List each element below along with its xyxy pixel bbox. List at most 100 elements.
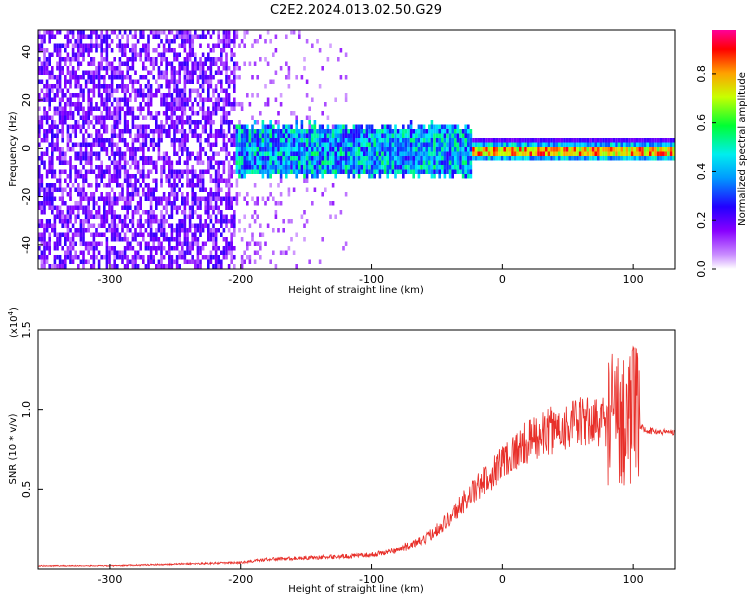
heatmap-cell: [383, 160, 387, 165]
heatmap-cell: [295, 232, 298, 237]
heatmap-cell: [116, 250, 119, 255]
heatmap-cell: [118, 147, 122, 152]
heatmap-cell: [90, 210, 93, 215]
heatmap-cell: [558, 138, 561, 143]
spectrogram-x-ticks: -300 -200 -100 0 100: [97, 264, 644, 286]
heatmap-cell: [110, 79, 114, 84]
heatmap-cell: [272, 133, 275, 138]
heatmap-cell: [100, 57, 103, 62]
heatmap-cell: [610, 151, 613, 156]
heatmap-cell: [313, 138, 317, 143]
heatmap-cell: [311, 138, 314, 143]
heatmap-cell: [48, 169, 51, 174]
heatmap-cell: [48, 246, 51, 251]
heatmap-cell: [74, 133, 77, 138]
heatmap-cell: [225, 39, 228, 44]
heatmap-cell: [38, 34, 41, 39]
heatmap-cell: [196, 160, 200, 165]
heatmap-cell: [147, 255, 150, 260]
heatmap-cell: [69, 61, 72, 66]
heatmap-cell: [256, 138, 259, 143]
heatmap-cell: [51, 75, 54, 80]
heatmap-cell: [90, 169, 93, 174]
heatmap-cell: [209, 66, 213, 71]
heatmap-cell: [290, 138, 293, 143]
heatmap-cell: [227, 219, 231, 224]
heatmap-cell: [420, 156, 423, 161]
heatmap-cell: [656, 138, 660, 143]
heatmap-cell: [243, 34, 246, 39]
heatmap-cell: [61, 111, 64, 116]
heatmap-cell: [155, 79, 158, 84]
heatmap-cell: [116, 264, 119, 269]
heatmap-cell: [90, 88, 93, 93]
heatmap-cell: [168, 201, 171, 206]
heatmap-cell: [558, 151, 561, 156]
heatmap-cell: [217, 66, 220, 71]
heatmap-cell: [415, 169, 418, 174]
heatmap-cell: [178, 156, 181, 161]
heatmap-cell: [469, 147, 473, 152]
heatmap-cell: [253, 259, 257, 264]
heatmap-cell: [43, 223, 46, 228]
heatmap-cell: [446, 169, 449, 174]
heatmap-cell: [92, 192, 96, 197]
heatmap-cell: [142, 66, 145, 71]
heatmap-cell: [162, 75, 166, 80]
heatmap-cell: [71, 43, 75, 48]
heatmap-cell: [233, 66, 236, 71]
heatmap-cell: [160, 210, 163, 215]
heatmap-cell: [186, 196, 189, 201]
heatmap-cell: [74, 156, 77, 161]
heatmap-cell: [157, 88, 161, 93]
heatmap-cell: [532, 138, 535, 143]
heatmap-cell: [222, 39, 226, 44]
heatmap-cell: [194, 133, 197, 138]
heatmap-cell: [430, 160, 434, 165]
heatmap-cell: [56, 129, 59, 134]
heatmap-cell: [339, 138, 343, 143]
heatmap-cell: [641, 147, 644, 152]
heatmap-cell: [149, 88, 153, 93]
heatmap-cell: [389, 156, 392, 161]
heatmap-cell: [103, 223, 106, 228]
heatmap-cell: [290, 133, 293, 138]
heatmap-cell: [472, 138, 475, 143]
heatmap-cell: [181, 97, 184, 102]
heatmap-cell: [285, 75, 288, 80]
colorbar-ticks: 0.00.20.40.60.8: [695, 65, 716, 278]
heatmap-cell: [217, 30, 220, 35]
heatmap-cell: [298, 142, 301, 147]
heatmap-cell: [204, 138, 207, 143]
heatmap-cell: [425, 147, 428, 152]
heatmap-cell: [97, 120, 101, 125]
heatmap-cell: [220, 106, 223, 111]
heatmap-cell: [108, 255, 111, 260]
heatmap-cell: [235, 61, 239, 66]
heatmap-cell: [129, 66, 132, 71]
heatmap-cell: [420, 133, 423, 138]
heatmap-cell: [217, 43, 220, 48]
heatmap-cell: [155, 264, 158, 269]
heatmap-cell: [97, 106, 101, 111]
heatmap-cell: [147, 187, 150, 192]
heatmap-cell: [513, 156, 517, 161]
heatmap-cell: [233, 39, 236, 44]
heatmap-cell: [48, 84, 51, 89]
heatmap-cell: [339, 147, 343, 152]
heatmap-cell: [92, 30, 96, 35]
heatmap-cell: [38, 93, 41, 98]
heatmap-cell: [45, 111, 49, 116]
heatmap-cell: [157, 30, 161, 35]
heatmap-cell: [199, 174, 202, 179]
heatmap-cell: [64, 115, 67, 120]
heatmap-cell: [253, 133, 257, 138]
heatmap-cell: [126, 169, 129, 174]
heatmap-cell: [269, 79, 272, 84]
heatmap-cell: [235, 75, 239, 80]
heatmap-cell: [71, 246, 75, 251]
heatmap-cell: [435, 169, 439, 174]
heatmap-cell: [173, 106, 176, 111]
heatmap-cell: [97, 88, 101, 93]
heatmap-cell: [641, 151, 644, 156]
